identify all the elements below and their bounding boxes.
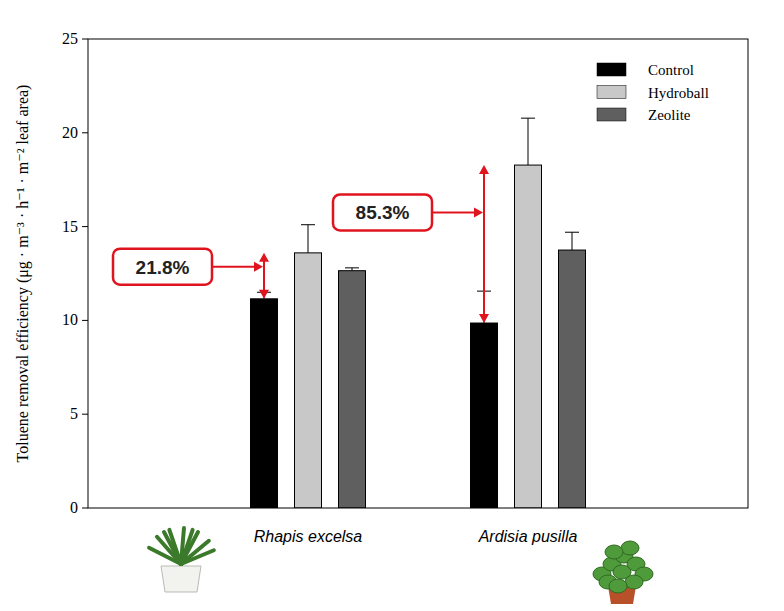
annotation-arrow [483, 169, 485, 319]
annotation-connector [432, 211, 476, 213]
y-tick-label: 15 [62, 218, 78, 235]
pot [161, 566, 201, 592]
bars [251, 118, 586, 508]
y-tick [82, 39, 88, 40]
y-axis-label: Toluene removal efficiency (μg · m⁻³ · h… [14, 85, 32, 463]
error-bar [565, 232, 579, 250]
annotation: 21.8% [113, 249, 269, 299]
x-tick-label: Rhapis excelsa [254, 528, 363, 545]
bar [339, 271, 366, 508]
bar [515, 165, 542, 508]
y-tick [82, 508, 88, 509]
bar [471, 323, 498, 508]
arrow-head [479, 314, 489, 323]
y-tick [82, 226, 88, 227]
arrow-head [259, 290, 269, 299]
annotation-box [333, 194, 432, 230]
y-tick-label: 10 [62, 311, 78, 328]
y-tick [82, 320, 88, 321]
bar [251, 299, 278, 508]
annotation-text: 85.3% [356, 202, 410, 223]
plot-frame [88, 39, 748, 508]
annotation-box [113, 249, 212, 285]
y-tick-label: 20 [62, 124, 78, 141]
error-bar [301, 225, 315, 253]
error-bar [521, 118, 535, 165]
leaf [605, 545, 623, 559]
legend-label: Zeolite [648, 107, 691, 123]
plant-icon [593, 541, 653, 604]
arrow-head [254, 262, 263, 272]
annotation: 85.3% [333, 165, 489, 323]
y-tick [82, 132, 88, 133]
arrow-head [259, 253, 269, 262]
arrow-head [474, 207, 483, 217]
leaf [625, 575, 643, 589]
chart: 0 5 10 15 20 25 Toluene removal efficiency (μg… [0, 0, 784, 611]
legend-swatch [597, 63, 626, 76]
chart-root: 0 5 10 15 20 25 Toluene removal efficiency (μg… [0, 0, 784, 611]
error-bar [345, 268, 359, 271]
leaf [621, 541, 639, 555]
leaf [609, 579, 627, 593]
bar [295, 253, 322, 508]
annotation-text: 21.8% [136, 257, 190, 278]
legend-label: Hydroball [648, 85, 709, 101]
y-tick-label: 25 [62, 30, 78, 47]
y-tick [82, 414, 88, 415]
x-tick-label: Ardisia pusilla [478, 528, 578, 545]
leaf [181, 530, 193, 564]
y-tick-label: 5 [70, 405, 78, 422]
leaf [164, 532, 181, 564]
plant-icon [149, 528, 214, 592]
arrow-head [479, 165, 489, 174]
y-tick-label: 0 [70, 499, 78, 516]
legend-label: Control [648, 62, 694, 78]
legend-swatch [597, 108, 626, 121]
bar [559, 250, 586, 508]
annotation-arrow [263, 257, 265, 295]
legend-swatch [597, 86, 626, 99]
annotation-connector [212, 266, 256, 268]
